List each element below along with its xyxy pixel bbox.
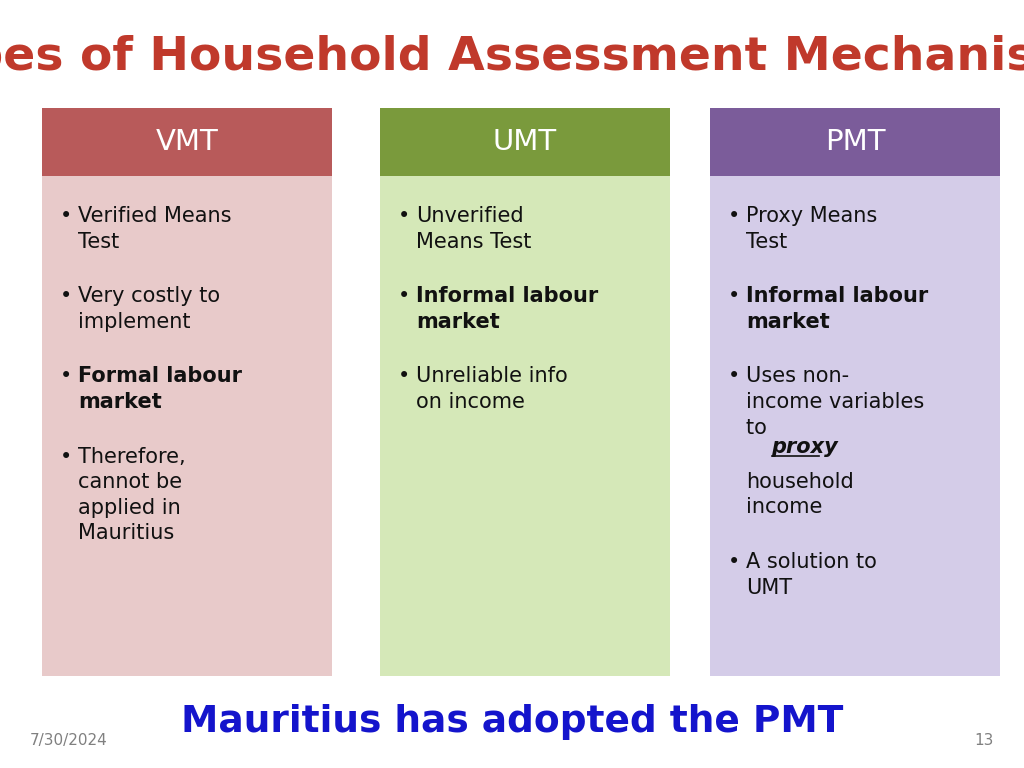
Text: 13: 13 <box>975 733 994 748</box>
Bar <box>380 176 670 676</box>
Text: •: • <box>728 366 740 386</box>
Text: Unverified
Means Test: Unverified Means Test <box>416 206 531 252</box>
Text: A solution to
UMT: A solution to UMT <box>746 552 877 598</box>
Bar <box>42 108 332 176</box>
Text: VMT: VMT <box>156 128 218 156</box>
Bar <box>380 108 670 176</box>
Bar <box>42 176 332 676</box>
Text: Uses non-
income variables
to: Uses non- income variables to <box>746 366 925 438</box>
Text: •: • <box>60 447 73 467</box>
Text: Informal labour
market: Informal labour market <box>746 286 928 332</box>
Bar <box>710 176 1000 676</box>
Text: UMT: UMT <box>493 128 557 156</box>
Text: •: • <box>60 286 73 306</box>
Text: Formal labour
market: Formal labour market <box>78 366 242 412</box>
Text: 7/30/2024: 7/30/2024 <box>30 733 108 748</box>
Text: Mauritius has adopted the PMT: Mauritius has adopted the PMT <box>181 704 843 740</box>
Text: Informal labour
market: Informal labour market <box>416 286 598 332</box>
Text: Therefore,
cannot be
applied in
Mauritius: Therefore, cannot be applied in Mauritiu… <box>78 447 185 544</box>
Text: •: • <box>398 366 411 386</box>
Text: •: • <box>398 206 411 226</box>
Text: •: • <box>60 206 73 226</box>
Text: Proxy Means
Test: Proxy Means Test <box>746 206 878 252</box>
Text: proxy: proxy <box>771 436 839 457</box>
Text: Types of Household Assessment Mechanisms: Types of Household Assessment Mechanisms <box>0 35 1024 81</box>
Text: Unreliable info
on income: Unreliable info on income <box>416 366 567 412</box>
Text: •: • <box>728 206 740 226</box>
Text: •: • <box>398 286 411 306</box>
Text: household
income: household income <box>746 472 854 518</box>
Bar <box>710 108 1000 176</box>
Text: Very costly to
implement: Very costly to implement <box>78 286 220 332</box>
Text: •: • <box>60 366 73 386</box>
Text: Verified Means
Test: Verified Means Test <box>78 206 231 252</box>
Text: •: • <box>728 552 740 572</box>
Text: •: • <box>728 286 740 306</box>
Text: PMT: PMT <box>824 128 886 156</box>
